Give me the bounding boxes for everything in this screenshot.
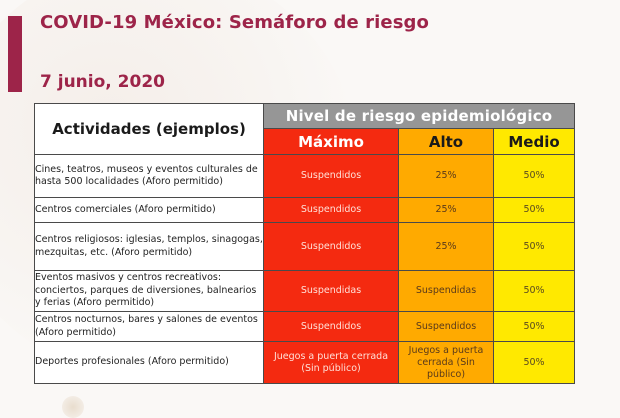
table-row: Centros nocturnos, bares y salones de ev… xyxy=(34,311,576,342)
activity-cell: Centros nocturnos, bares y salones de ev… xyxy=(34,311,264,342)
level-medio-header: Medio xyxy=(492,128,576,155)
alto-cell: Suspendidos xyxy=(398,311,494,342)
table-row: Centros comerciales (Aforo permitido) Su… xyxy=(34,197,576,223)
maximo-cell: Suspendidos xyxy=(263,222,399,271)
table-row: Deportes profesionales (Aforo permitido)… xyxy=(34,341,576,384)
alto-cell: 25% xyxy=(398,197,494,223)
level-maximo-header: Máximo xyxy=(263,128,399,155)
maximo-cell: Suspendidos xyxy=(263,197,399,223)
medio-cell: 50% xyxy=(492,270,576,312)
maximo-cell: Juegos a puerta cerrada (Sin público) xyxy=(263,341,399,384)
maximo-cell: Suspendidos xyxy=(263,154,399,198)
activities-header: Actividades (ejemplos) xyxy=(34,103,264,155)
activity-cell: Centros religiosos: iglesias, templos, s… xyxy=(34,222,264,271)
table-row: Eventos masivos y centros recreativos: c… xyxy=(34,270,576,312)
medio-cell: 50% xyxy=(492,311,576,342)
activity-cell: Eventos masivos y centros recreativos: c… xyxy=(34,270,264,312)
alto-cell: Juegos a puerta cerrada (Sin público) xyxy=(398,341,494,384)
government-seal-icon xyxy=(62,396,84,418)
accent-bar xyxy=(8,16,22,92)
alto-cell: Suspendidas xyxy=(398,270,494,312)
medio-cell: 50% xyxy=(492,341,576,384)
medio-cell: 50% xyxy=(492,154,576,198)
risk-table: Actividades (ejemplos) Nivel de riesgo e… xyxy=(34,103,576,384)
alto-cell: 25% xyxy=(398,154,494,198)
maximo-cell: Suspendidos xyxy=(263,311,399,342)
table-row: Centros religiosos: iglesias, templos, s… xyxy=(34,222,576,271)
table-row: Cines, teatros, museos y eventos cultura… xyxy=(34,154,576,198)
risk-level-header: Nivel de riesgo epidemiológico xyxy=(262,103,576,129)
level-alto-header: Alto xyxy=(398,128,494,155)
page-title: COVID-19 México: Semáforo de riesgo xyxy=(40,12,429,33)
activity-cell: Cines, teatros, museos y eventos cultura… xyxy=(34,154,264,198)
maximo-cell: Suspendidas xyxy=(263,270,399,312)
activity-cell: Centros comerciales (Aforo permitido) xyxy=(34,197,264,223)
medio-cell: 50% xyxy=(492,222,576,271)
alto-cell: 25% xyxy=(398,222,494,271)
page-date: 7 junio, 2020 xyxy=(40,72,165,92)
activity-cell: Deportes profesionales (Aforo permitido) xyxy=(34,341,264,384)
medio-cell: 50% xyxy=(492,197,576,223)
